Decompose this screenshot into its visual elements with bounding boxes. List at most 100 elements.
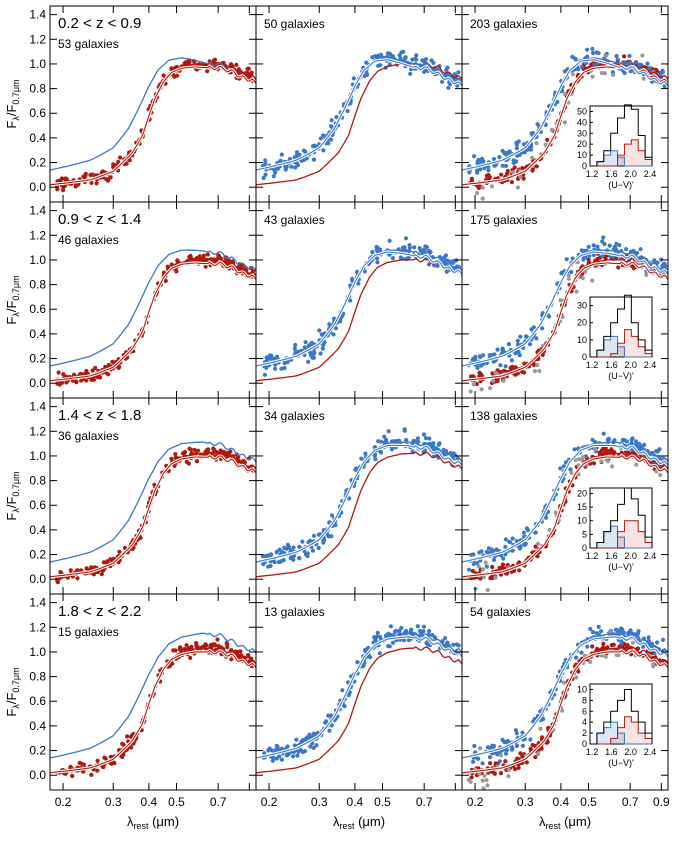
data-point-blue — [351, 76, 356, 81]
data-point-gray — [574, 675, 579, 680]
inset-histogram: 0 5 10 15 20 1.2 1.6 2.0 2.4 (U−V)' — [577, 487, 656, 572]
plot-area — [256, 236, 462, 382]
data-point-blue — [374, 634, 379, 639]
data-point-gray — [566, 273, 571, 278]
data-point-blue — [376, 439, 381, 444]
data-point-blue — [345, 108, 350, 114]
data-point-blue — [585, 47, 590, 52]
data-point-blue — [540, 326, 545, 331]
data-point-blue — [456, 70, 461, 75]
mean-curve-red — [462, 649, 668, 774]
galaxy-count-label: 36 galaxies — [58, 429, 119, 443]
mean-curve-red — [50, 65, 256, 186]
hist-x-tick-label: 2.0 — [624, 551, 637, 561]
y-tick-label: 1.4 — [29, 8, 46, 22]
data-point-red — [106, 372, 111, 377]
data-point-gray — [481, 786, 486, 790]
panel-r2-c0: 1.4 < z < 1.8 36 galaxies 0.0 0.2 0.4 0.6 0.8 1… — [4, 397, 257, 595]
data-point-red — [163, 278, 168, 283]
data-point-blue — [268, 563, 273, 569]
data-point-blue — [645, 61, 650, 66]
data-point-blue — [401, 49, 406, 55]
data-point-blue — [422, 69, 427, 74]
data-point-blue — [390, 256, 395, 261]
data-point-gray — [506, 767, 511, 772]
data-point-blue — [534, 336, 539, 341]
data-point-blue — [500, 163, 505, 168]
data-point-gray — [485, 783, 490, 788]
data-point-gray — [482, 773, 487, 778]
data-point-blue — [273, 170, 278, 175]
hist-all — [590, 688, 653, 745]
data-point-blue — [311, 157, 317, 162]
data-point-gray — [479, 387, 484, 392]
data-point-blue — [600, 254, 605, 259]
data-point-blue — [402, 245, 407, 250]
data-point-blue — [529, 144, 534, 149]
data-point-blue — [503, 364, 508, 369]
x-axis-label: λrest (μm) — [127, 814, 179, 831]
data-point-red — [609, 643, 614, 648]
hist-x-tick-label: 1.2 — [586, 551, 599, 561]
data-point-red — [624, 645, 629, 650]
data-point-blue — [318, 136, 323, 141]
data-point-red — [595, 256, 600, 262]
data-point-blue — [487, 755, 493, 760]
data-point-blue — [562, 69, 567, 74]
data-point-gray — [580, 455, 586, 460]
data-point-blue — [387, 51, 392, 56]
data-point-red — [225, 645, 230, 650]
data-point-blue — [614, 54, 619, 59]
data-point-red — [79, 378, 84, 383]
data-point-red — [95, 768, 100, 773]
data-point-blue — [279, 366, 284, 371]
data-point-blue — [280, 746, 285, 752]
y-tick-label: 0.8 — [29, 82, 46, 96]
data-point-blue — [274, 756, 279, 761]
data-point-gray — [658, 472, 663, 478]
data-point-red — [478, 372, 484, 377]
data-point-gray — [493, 575, 498, 580]
data-point-blue — [517, 152, 522, 157]
data-point-blue — [472, 743, 477, 749]
data-point-blue — [299, 739, 304, 744]
x-tick-label: 0.5 — [580, 795, 597, 809]
data-point-blue — [543, 515, 549, 520]
data-point-red — [616, 265, 621, 270]
x-tick-label: 0.2 — [467, 795, 484, 809]
data-point-red — [469, 775, 474, 780]
data-point-blue — [569, 269, 574, 275]
plot-area — [256, 49, 462, 186]
data-point-red — [604, 448, 610, 454]
hist-x-tick-label: 2.4 — [644, 747, 657, 757]
data-point-red — [545, 137, 550, 142]
data-point-blue — [423, 436, 429, 441]
data-point-blue — [491, 557, 497, 563]
data-point-blue — [375, 260, 380, 265]
data-point-blue — [652, 258, 657, 263]
data-point-blue — [368, 655, 373, 660]
y-tick-label: 0.2 — [29, 156, 46, 170]
hist-x-label: (U−V)' — [608, 180, 634, 190]
plot-area — [256, 624, 462, 774]
data-point-blue — [363, 451, 368, 456]
data-point-gray — [590, 278, 595, 283]
data-point-gray — [538, 726, 543, 731]
data-point-blue — [492, 163, 497, 168]
data-point-blue — [389, 447, 395, 452]
data-point-blue — [506, 342, 511, 347]
data-point-blue — [507, 149, 512, 154]
data-point-gray — [588, 659, 593, 665]
hist-x-tick-label: 2.0 — [624, 360, 637, 370]
data-point-blue — [520, 730, 525, 735]
data-point-red — [105, 559, 110, 564]
data-point-blue — [646, 635, 651, 640]
data-point-blue — [294, 737, 299, 742]
data-point-red — [97, 374, 102, 379]
data-point-blue — [590, 630, 596, 635]
data-point-gray — [610, 464, 615, 469]
plot-area — [462, 431, 668, 593]
data-point-blue — [331, 332, 336, 337]
